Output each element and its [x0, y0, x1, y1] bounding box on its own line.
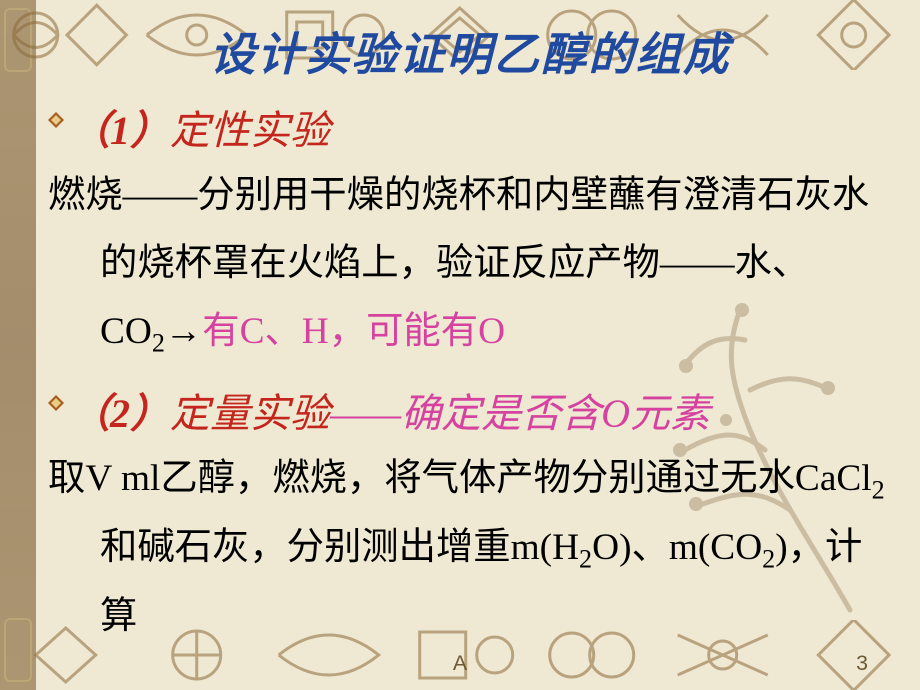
section-1-heading: （1）定性实验 — [70, 98, 330, 156]
section-1-colored-text: 有C、H，可能有O — [202, 311, 505, 352]
section-2-tail: 确定是否含O元素 — [401, 391, 710, 436]
co2-subscript: 2 — [152, 328, 165, 357]
slide-content: 设计实验证明乙醇的组成 （1）定性实验 燃烧——分别用干燥的烧杯和内壁蘸有澄清石… — [0, 0, 920, 690]
section-2-label: 定量实验 — [170, 391, 330, 436]
section-2-heading-row: （2）定量实验——确定是否含O元素 — [48, 381, 892, 439]
section-1-label: 定性实验 — [170, 108, 330, 153]
co2-subscript-2: 2 — [762, 544, 775, 573]
h2o-subscript: 2 — [579, 544, 592, 573]
section-2-number: （2） — [70, 391, 170, 436]
cacl2-subscript: 2 — [872, 475, 885, 504]
section-1-body: 燃烧——分别用干燥的烧杯和内壁蘸有澄清石灰水的烧杯罩在火焰上，验证反应产物——水… — [48, 162, 892, 367]
section-2-text-b: 和碱石灰，分别测出增重m(H — [100, 527, 579, 568]
section-2-text-c: O)、m(CO — [592, 527, 762, 568]
slide-title: 设计实验证明乙醇的组成 — [48, 18, 892, 84]
bullet-diamond-icon — [48, 395, 64, 411]
page-number: 3 — [856, 651, 868, 676]
section-2-dash: —— — [330, 391, 401, 436]
bullet-diamond-icon — [48, 112, 64, 128]
footer-label: A — [453, 651, 467, 676]
section-1-number: （1） — [70, 108, 170, 153]
section-2-body: 取V ml乙醇，燃烧，将气体产物分别通过无水CaCl2和碱石灰，分别测出增重m(… — [48, 445, 892, 651]
section-2-text-a: 取V ml乙醇，燃烧，将气体产物分别通过无水CaCl — [48, 458, 872, 499]
arrow-text: → — [165, 311, 202, 352]
section-2-heading: （2）定量实验——确定是否含O元素 — [70, 381, 710, 439]
section-1-heading-row: （1）定性实验 — [48, 98, 892, 156]
